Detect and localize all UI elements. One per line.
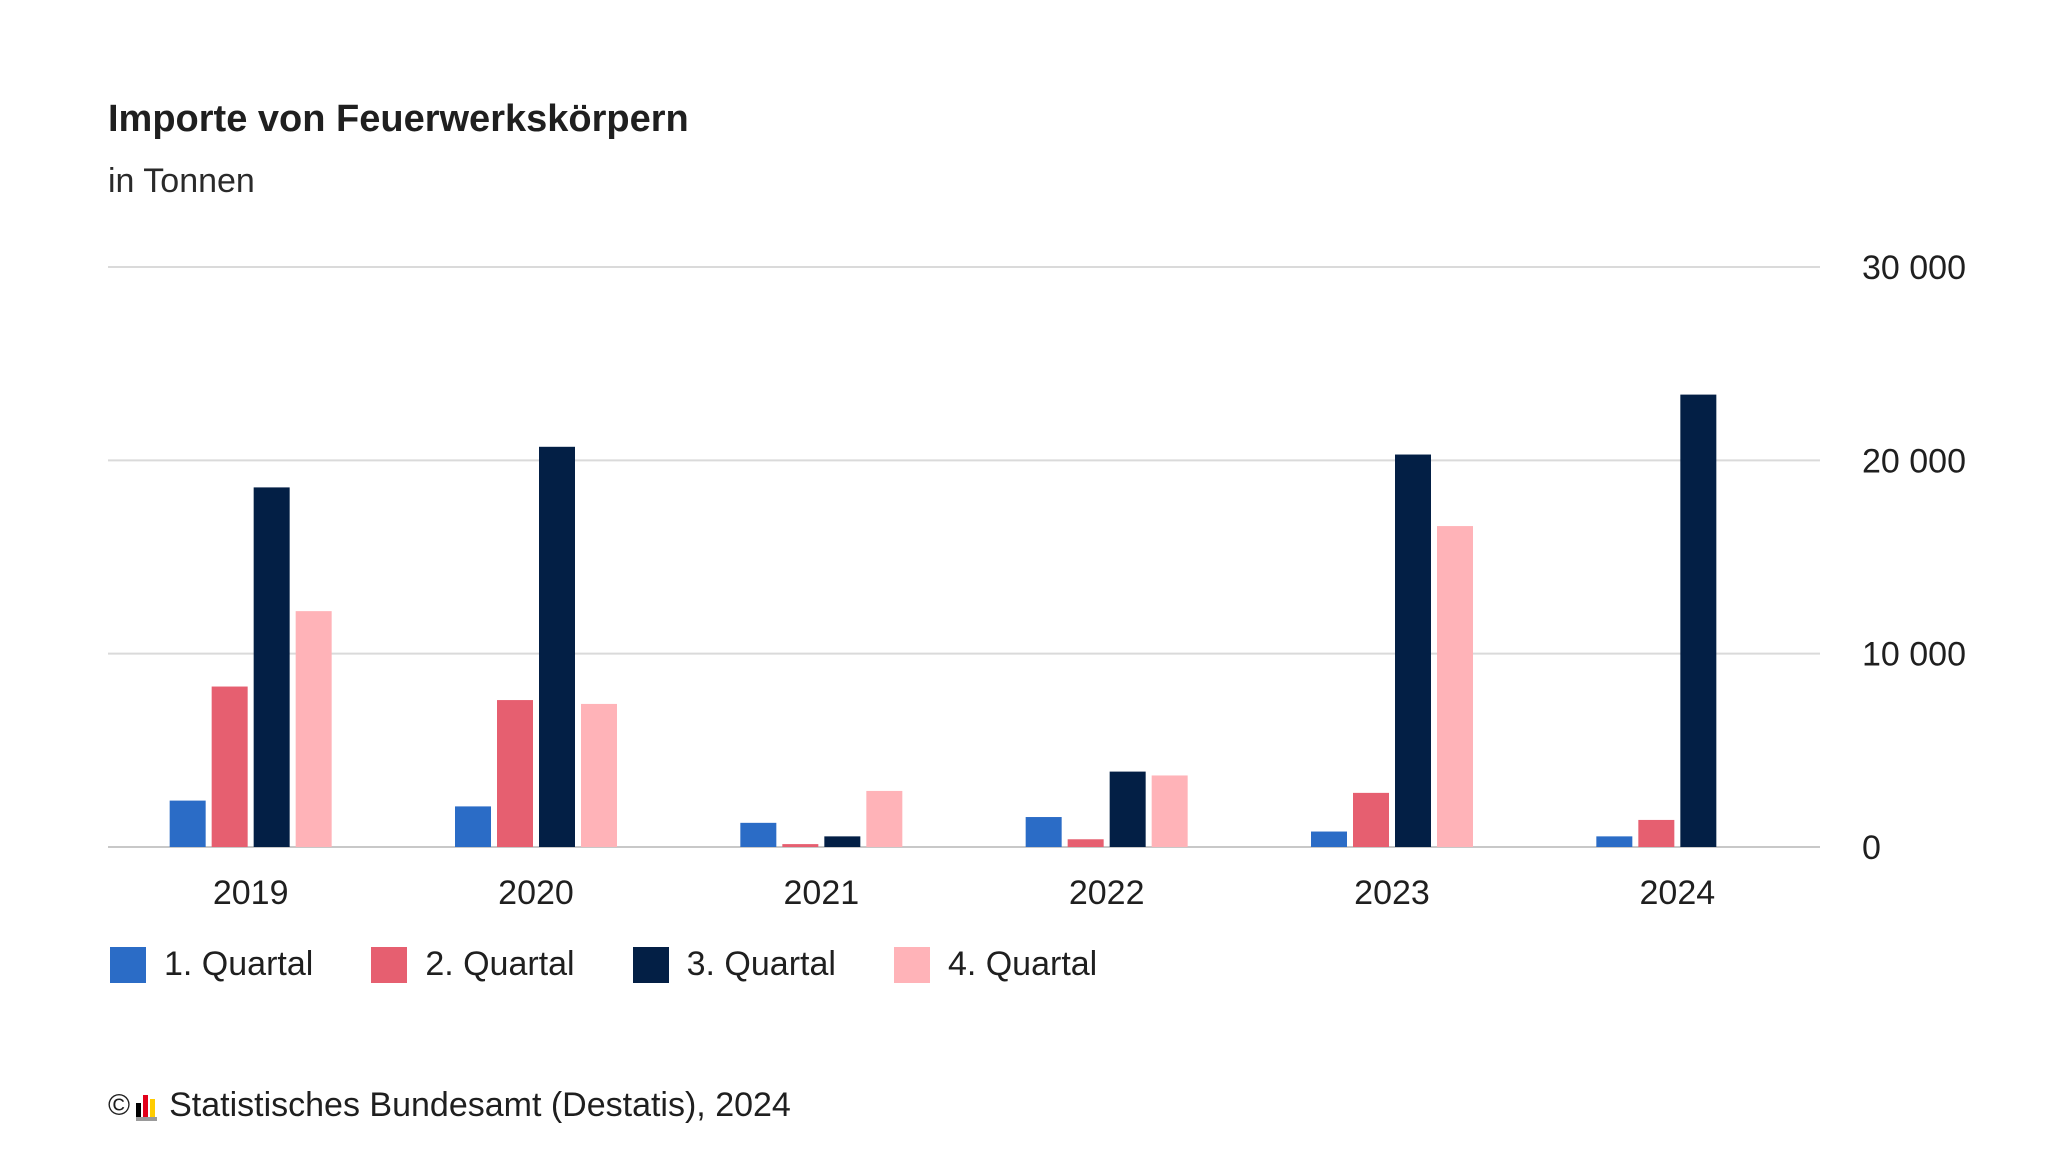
legend-swatch-q1 bbox=[110, 946, 146, 983]
y-tick-label: 20 000 bbox=[1862, 442, 1966, 480]
bar bbox=[1311, 831, 1347, 847]
x-tick-label: 2022 bbox=[1069, 874, 1145, 912]
bar bbox=[1638, 819, 1675, 847]
copyright-symbol: © bbox=[108, 1088, 131, 1122]
logo-bar-red bbox=[143, 1094, 149, 1117]
legend-label-q3: 3. Quartal bbox=[686, 945, 836, 983]
legend-label-q1: 1. Quartal bbox=[164, 945, 314, 983]
legend-swatch-q3 bbox=[632, 946, 669, 983]
legend-label-q2: 2. Quartal bbox=[425, 945, 575, 983]
legend-item-q3: 3. Quartal bbox=[632, 945, 836, 984]
legend-item-q2: 2. Quartal bbox=[371, 945, 575, 984]
y-tick-label: 30 000 bbox=[1862, 249, 1966, 287]
bar bbox=[1353, 792, 1389, 847]
bar bbox=[1151, 775, 1188, 847]
bar bbox=[824, 836, 861, 847]
bar bbox=[1109, 771, 1146, 847]
y-tick-label: 10 000 bbox=[1862, 636, 1966, 674]
logo-bar-black bbox=[136, 1102, 142, 1117]
bar bbox=[782, 844, 819, 847]
source-footer: © Statistisches Bundesamt (Destatis), 20… bbox=[108, 1086, 791, 1125]
bar bbox=[1395, 454, 1431, 847]
legend-label-q4: 4. Quartal bbox=[947, 945, 1098, 983]
y-tick-label: 0 bbox=[1862, 829, 1881, 867]
bar bbox=[169, 800, 206, 847]
bar bbox=[295, 611, 332, 847]
x-tick-label: 2023 bbox=[1354, 874, 1430, 912]
bar bbox=[866, 790, 903, 847]
chart-subtitle: in Tonnen bbox=[108, 162, 255, 200]
bar bbox=[539, 446, 575, 847]
legend-swatch-q2 bbox=[371, 946, 408, 983]
bar bbox=[455, 806, 491, 847]
bar bbox=[497, 700, 533, 847]
chart-title: Importe von Feuerwerkskörpern bbox=[108, 98, 689, 140]
bar bbox=[1437, 526, 1473, 847]
legend-item-q1: 1. Quartal bbox=[110, 945, 313, 984]
x-tick-label: 2021 bbox=[784, 874, 860, 912]
bar bbox=[1025, 817, 1062, 847]
x-tick-label: 2020 bbox=[498, 874, 574, 912]
bar bbox=[740, 822, 777, 847]
legend-swatch-q4 bbox=[893, 946, 930, 983]
bar bbox=[1067, 839, 1104, 847]
chart-legend: 1. Quartal 2. Quartal 3. Quartal 4. Quar… bbox=[110, 945, 1155, 984]
x-tick-label: 2019 bbox=[213, 874, 289, 912]
bar bbox=[1596, 836, 1633, 847]
destatis-logo-icon bbox=[136, 1091, 158, 1121]
logo-bar-gold bbox=[150, 1098, 156, 1117]
legend-item-q4: 4. Quartal bbox=[893, 945, 1098, 984]
x-tick-label: 2024 bbox=[1640, 874, 1716, 912]
bar bbox=[1680, 394, 1717, 847]
bar bbox=[581, 703, 617, 847]
source-text: Statistisches Bundesamt (Destatis), 2024 bbox=[169, 1086, 791, 1124]
bar bbox=[211, 686, 248, 847]
bar bbox=[253, 487, 290, 847]
